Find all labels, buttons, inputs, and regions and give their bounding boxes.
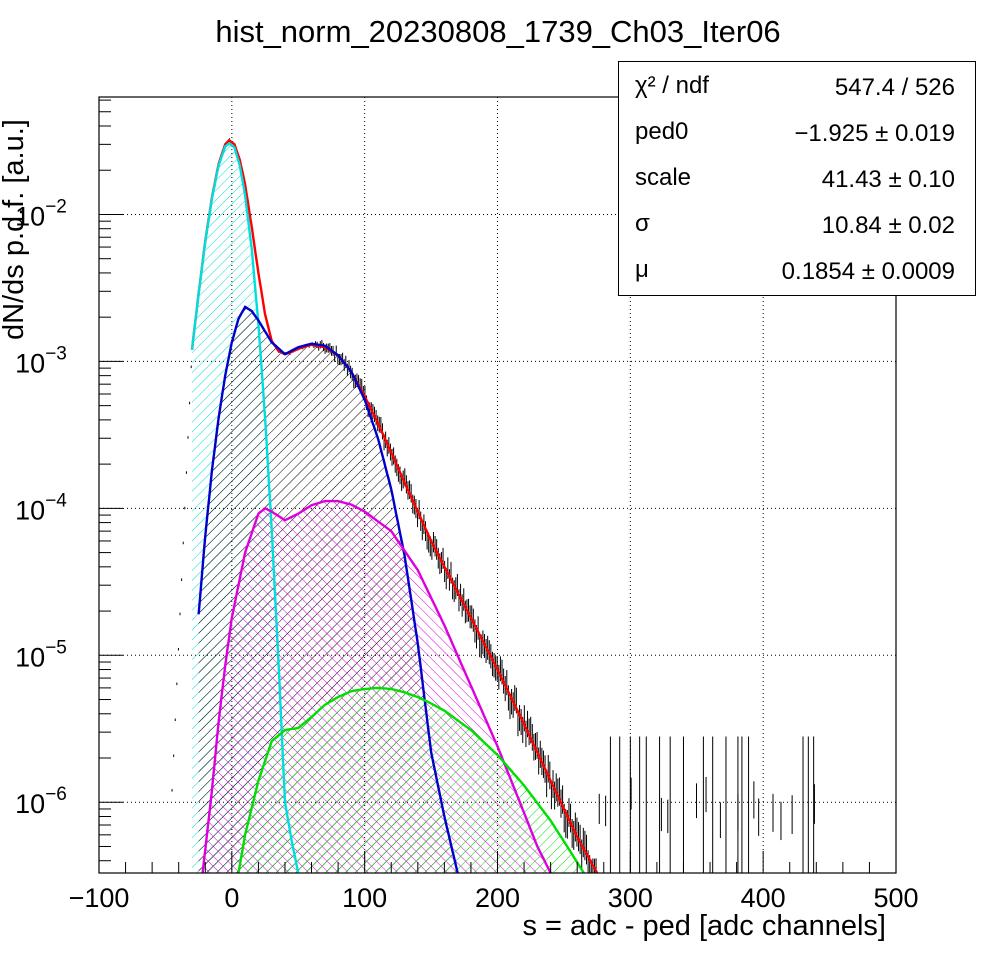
fit-statistics-box: χ² / ndf 547.4 / 526 ped0 −1.925 ± 0.019… bbox=[618, 61, 976, 296]
triple-pe-component bbox=[237, 686, 585, 873]
x-tick-label: 400 bbox=[741, 883, 786, 913]
total-fit-curve bbox=[190, 138, 599, 873]
double-pe-component bbox=[201, 499, 552, 873]
x-tick-label: 300 bbox=[608, 883, 653, 913]
y-tick-label: 10−5 bbox=[15, 637, 67, 672]
y-tick-label: 10−3 bbox=[15, 343, 67, 378]
stat-row-scale: scale 41.43 ± 0.10 bbox=[619, 154, 975, 200]
y-axis-label: dN/ds p.d.f. [a.u.] bbox=[0, 119, 30, 340]
stat-value: 0.1854 ± 0.0009 bbox=[781, 258, 955, 285]
single-pe-component bbox=[197, 305, 459, 873]
triple-pe-component-fill bbox=[238, 687, 584, 873]
stat-row-chi2: χ² / ndf 547.4 / 526 bbox=[619, 62, 975, 108]
y-tick-label: 10−6 bbox=[15, 784, 67, 819]
stat-name: scale bbox=[635, 164, 692, 191]
stat-row-ped0: ped0 −1.925 ± 0.019 bbox=[619, 108, 975, 154]
stat-row-sigma: σ 10.84 ± 0.02 bbox=[619, 200, 975, 246]
stat-row-mu: μ 0.1854 ± 0.0009 bbox=[619, 246, 975, 292]
stat-name: σ bbox=[635, 210, 650, 237]
stat-value: 41.43 ± 0.10 bbox=[821, 166, 955, 193]
x-tick-label: 100 bbox=[342, 883, 387, 913]
stat-value: −1.925 ± 0.019 bbox=[794, 120, 955, 147]
stat-value: 547.4 / 526 bbox=[834, 74, 955, 101]
y-tick-label: 10−4 bbox=[15, 490, 67, 525]
stat-name: ped0 bbox=[635, 118, 689, 145]
x-tick-label: 0 bbox=[224, 883, 239, 913]
x-tick-label: 500 bbox=[873, 883, 918, 913]
chart-title: hist_norm_20230808_1739_Ch03_Iter06 bbox=[215, 14, 781, 49]
component-fills bbox=[191, 143, 584, 873]
x-axis-label: s = adc - ped [adc channels] bbox=[522, 910, 886, 942]
axes: −100 0 100 200 300 400 500 10−6 10−5 10−4 10−3 10−2 bbox=[15, 99, 919, 913]
x-tick-label: −100 bbox=[69, 883, 130, 913]
x-tick-label: 200 bbox=[475, 883, 520, 913]
stat-value: 10.84 ± 0.02 bbox=[821, 212, 955, 239]
stat-name: μ bbox=[635, 256, 649, 283]
y-tick-label: 10−2 bbox=[15, 196, 67, 231]
stat-name: χ² / ndf bbox=[635, 72, 709, 99]
pedestal-component bbox=[190, 141, 300, 873]
fit-curves bbox=[190, 138, 599, 873]
